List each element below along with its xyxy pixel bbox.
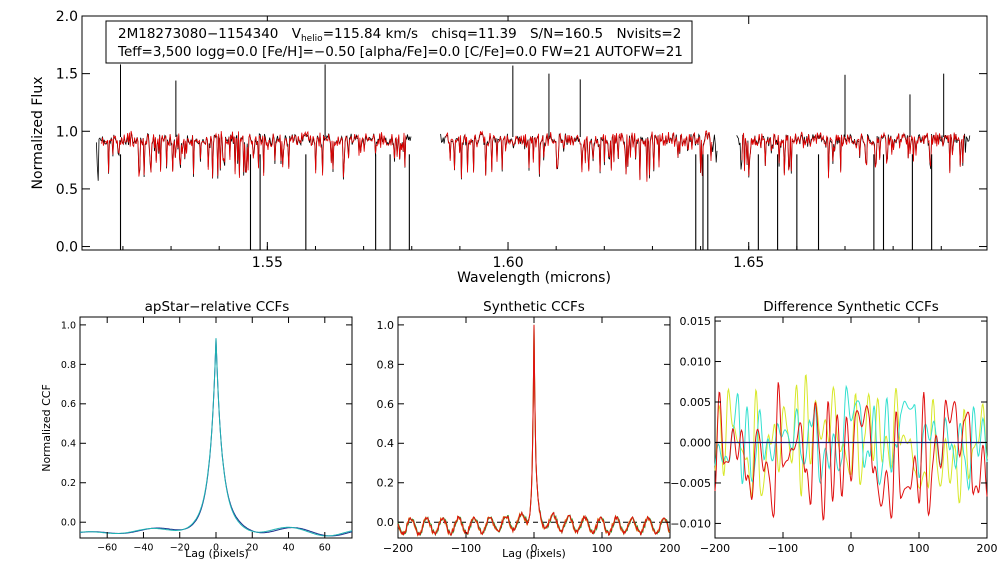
- synthetic-x-ticks: −200 −100 0 100 200: [383, 317, 681, 555]
- spectrum-xtick-label: 1.60: [492, 255, 523, 271]
- apstar-xtick-label: −60: [97, 543, 117, 554]
- spectrum-panel: 1.55 1.60 1.65 0.0 0.5 1.0 1.5 2.0 Wavelength …: [30, 9, 988, 286]
- vhelio-subscript: helio: [301, 34, 323, 44]
- difference-x-ticks: −200 −100 0 100 200: [700, 317, 998, 555]
- difference-ccf-combined: [714, 382, 988, 521]
- apstar-xtick-label: 0: [213, 543, 219, 554]
- spectrum-model-line: [101, 130, 407, 178]
- apstar-xtick-label: 60: [319, 543, 331, 554]
- difference-ytick-label: −0.010: [670, 517, 711, 530]
- synthetic-ytick-label: 0.8: [377, 358, 395, 371]
- spectrum-data: [96, 64, 971, 250]
- difference-frame: [714, 316, 988, 539]
- synthetic-ccf-panel: Synthetic CCFs −200 −100 0 100 200 0.0 0.2 0.4…: [377, 299, 681, 560]
- apstar-x-ticks: −60 −40 −20 0 20 40 60: [97, 317, 331, 554]
- nvisits-value: Nvisits=2: [616, 26, 681, 42]
- apstar-ccf-visit-2: [79, 338, 353, 537]
- synthetic-xtick-label: −100: [451, 542, 481, 555]
- snr-value: S/N=160.5: [530, 26, 603, 42]
- difference-ytick-label: 0.005: [680, 396, 712, 409]
- synthetic-data: [397, 324, 671, 537]
- synthetic-xtick-label: 0: [531, 542, 538, 555]
- spectrum-ytick-label: 0.5: [56, 182, 78, 198]
- difference-xtick-label: 200: [977, 542, 998, 555]
- spectrum-y-label: Normalized Flux: [30, 77, 46, 190]
- apstar-xtick-label: 40: [282, 543, 294, 554]
- spectrum-ytick-label: 2.0: [56, 9, 78, 25]
- chisq-value: chisq=11.39: [431, 26, 516, 42]
- apstar-ccf-panel: apStar−relative CCFs −60 −40 −20 0 20 40 60 0.…: [40, 299, 353, 560]
- spectrum-model-line: [445, 130, 713, 182]
- apstar-ccf-visit-1: [79, 338, 353, 537]
- apstar-xtick-label: 20: [246, 543, 258, 554]
- synthetic-xtick-label: −200: [383, 542, 413, 555]
- info-box-border: [105, 20, 693, 64]
- spectrum-y-ticks: 0.0 0.5 1.0 1.5 2.0: [56, 9, 987, 256]
- apstar-y-ticks: 0.0 0.2 0.4 0.6 0.8 1.0: [61, 320, 352, 529]
- spectrum-ytick-label: 1.5: [56, 67, 78, 83]
- apstar-ytick-label: 0.0: [61, 518, 76, 529]
- synthetic-y-ticks: 0.0 0.2 0.4 0.6 0.8 1.0: [377, 319, 670, 529]
- apstar-ytick-label: 1.0: [61, 320, 76, 331]
- spectrum-xtick-label: 1.65: [733, 255, 764, 271]
- difference-ytick-label: −0.005: [670, 477, 711, 490]
- difference-xtick-label: 0: [848, 542, 855, 555]
- difference-ytick-label: 0.010: [680, 355, 712, 368]
- synthetic-x-label: Lag (pixels): [502, 547, 566, 560]
- synthetic-ytick-label: 0.6: [377, 398, 395, 411]
- synthetic-ytick-label: 0.4: [377, 437, 395, 450]
- spectrum-ytick-label: 0.0: [56, 240, 78, 256]
- apstar-ytick-label: 0.2: [61, 478, 76, 489]
- apstar-xtick-label: −40: [133, 543, 153, 554]
- difference-y-ticks: −0.010 −0.005 0.000 0.005 0.010 0.015: [670, 315, 987, 530]
- spectrum-model-line: [741, 131, 965, 179]
- synthetic-ytick-label: 0.2: [377, 477, 395, 490]
- difference-data: [714, 374, 988, 521]
- apstar-title: apStar−relative CCFs: [145, 299, 290, 315]
- synthetic-xtick-label: 100: [592, 542, 613, 555]
- difference-ytick-label: 0.000: [680, 436, 712, 449]
- synthetic-title: Synthetic CCFs: [483, 299, 585, 315]
- apstar-ytick-label: 0.6: [61, 399, 76, 410]
- info-line-2: Teff=3,500 logg=0.0 [Fe/H]=−0.50 [alpha/…: [117, 44, 683, 60]
- difference-xtick-label: −100: [768, 542, 798, 555]
- difference-ccf-panel: Difference Synthetic CCFs −200 −100 0 100 20…: [670, 299, 997, 555]
- synthetic-ytick-label: 0.0: [377, 516, 395, 529]
- apstar-x-label: Lag (pixels): [185, 547, 249, 560]
- spectrum-ytick-label: 1.0: [56, 124, 78, 140]
- spectrum-info-box: 2M18273080−1154340 Vhelio=115.84 km/s ch…: [105, 20, 693, 64]
- spectrum-xtick-label: 1.55: [252, 255, 283, 271]
- vhelio-value: =115.84 km/s: [323, 26, 418, 42]
- star-id: 2M18273080−1154340: [118, 26, 278, 42]
- apstar-ytick-label: 0.4: [61, 439, 76, 450]
- difference-xtick-label: −200: [700, 542, 730, 555]
- apstar-data: [79, 338, 353, 537]
- info-line-1: 2M18273080−1154340 Vhelio=115.84 km/s ch…: [118, 26, 681, 44]
- apstar-y-label: Normalized CCF: [40, 384, 53, 472]
- synthetic-ccf-combined: [397, 324, 671, 537]
- spectrum-frame: [81, 15, 988, 251]
- difference-xtick-label: 100: [909, 542, 930, 555]
- difference-ccf-visit-2: [714, 374, 988, 504]
- difference-title: Difference Synthetic CCFs: [763, 299, 939, 315]
- apstar-ytick-label: 0.8: [61, 360, 76, 371]
- synthetic-ytick-label: 1.0: [377, 319, 395, 332]
- difference-ytick-label: 0.015: [680, 315, 712, 328]
- spectrum-x-label: Wavelength (microns): [457, 270, 611, 286]
- vhelio-label: V: [292, 26, 302, 42]
- synthetic-xtick-label: 200: [660, 542, 681, 555]
- apstar-xtick-label: −20: [170, 543, 190, 554]
